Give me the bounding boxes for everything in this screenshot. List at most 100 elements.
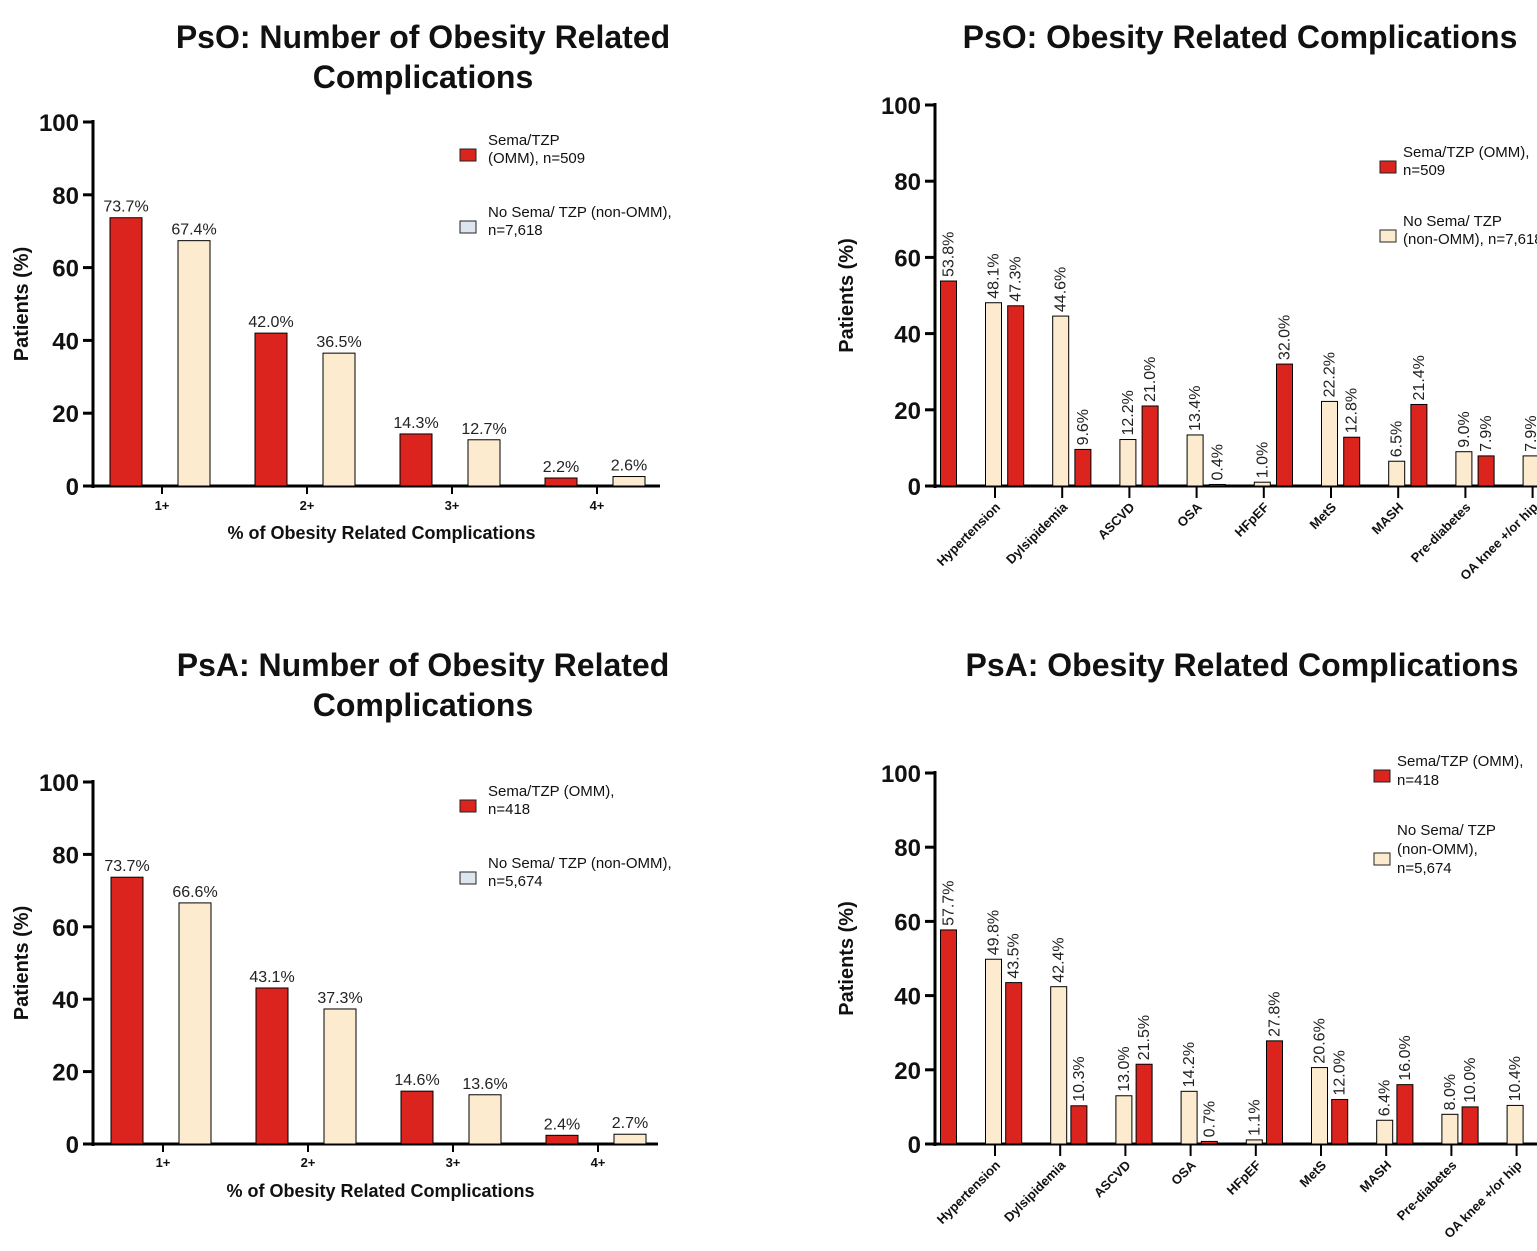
bar-omm xyxy=(1141,405,1159,487)
bar-non-omm xyxy=(1376,1119,1394,1145)
data-label: 53.8% xyxy=(941,232,958,277)
bar-omm xyxy=(1208,483,1226,487)
data-label: 14.3% xyxy=(393,415,438,432)
data-label: 8.0% xyxy=(1442,1074,1459,1110)
data-label: 12.2% xyxy=(1120,390,1137,435)
y-tick-label: 40 xyxy=(52,328,79,355)
data-label: 1.0% xyxy=(1254,442,1271,478)
bar-omm xyxy=(1135,1063,1153,1145)
data-label: 10.0% xyxy=(1462,1058,1479,1103)
bar-omm xyxy=(1331,1098,1349,1145)
y-tick-label: 40 xyxy=(894,322,921,349)
bar-omm xyxy=(940,929,957,1145)
legend-swatch-omm xyxy=(1373,769,1391,783)
legend-swatch-omm xyxy=(459,799,477,813)
legend-label-non-omm: No Sema/ TZP (non-OMM), xyxy=(488,855,672,872)
data-label: 0.7% xyxy=(1201,1101,1218,1137)
data-label: 12.7% xyxy=(461,421,506,438)
data-label: 20.6% xyxy=(1312,1018,1329,1063)
chart-title: PsA: Number of Obesity Related xyxy=(177,647,670,683)
y-tick-label: 100 xyxy=(881,93,921,120)
bar-non-omm xyxy=(1115,1095,1133,1145)
chart-title: PsA: Obesity Related Complications xyxy=(965,647,1518,683)
data-label: 73.7% xyxy=(103,199,148,216)
legend-label-non-omm: n=5,674 xyxy=(1397,860,1452,877)
x-tick-label: MASH xyxy=(1369,500,1407,538)
data-label: 12.8% xyxy=(1344,388,1361,433)
data-label: 14.6% xyxy=(394,1072,439,1089)
bar-omm xyxy=(400,1090,434,1145)
x-tick-label: HFpEF xyxy=(1224,1157,1264,1197)
x-tick-label: Hypertension xyxy=(934,1157,1003,1226)
y-tick-label: 20 xyxy=(52,1060,79,1087)
bar-omm xyxy=(109,217,143,487)
bar-omm xyxy=(1396,1084,1414,1145)
bar-omm xyxy=(1200,1140,1218,1145)
legend-label-non-omm: No Sema/ TZP xyxy=(1397,822,1496,839)
legend-label-omm: Sema/TZP (OMM), xyxy=(488,783,614,800)
legend-label-omm: (OMM), n=509 xyxy=(488,150,585,167)
data-label: 47.3% xyxy=(1008,256,1025,301)
data-label: 10.4% xyxy=(1507,1056,1524,1101)
data-label: 32.0% xyxy=(1277,315,1294,360)
data-label: 10.3% xyxy=(1071,1056,1088,1101)
y-tick-label: 20 xyxy=(894,398,921,425)
bar-non-omm xyxy=(178,902,212,1145)
bar-omm xyxy=(1343,436,1361,487)
bar-non-omm xyxy=(612,476,646,487)
bar-non-omm xyxy=(177,240,211,487)
bar-non-omm xyxy=(985,958,1002,1145)
data-label: 36.5% xyxy=(316,334,361,351)
y-tick-label: 40 xyxy=(52,987,79,1014)
bar-omm xyxy=(1266,1040,1283,1145)
x-tick-label: MASH xyxy=(1357,1158,1395,1196)
y-tick-label: 100 xyxy=(39,110,79,137)
bar-omm xyxy=(110,876,144,1145)
chart-title: Complications xyxy=(313,59,533,95)
y-tick-label: 80 xyxy=(52,842,79,869)
chart-psa-count-svg: PsA: Number of Obesity Related Complicati… xyxy=(11,647,672,1201)
data-label: 44.6% xyxy=(1053,267,1070,312)
bar-omm xyxy=(1007,305,1025,487)
x-tick-label: 2+ xyxy=(300,498,315,513)
y-tick-label: 40 xyxy=(894,984,921,1011)
data-label: 16.0% xyxy=(1397,1035,1414,1080)
bar-non-omm xyxy=(1522,455,1537,487)
data-label: 2.2% xyxy=(543,459,579,476)
legend-swatch-omm xyxy=(1379,160,1397,174)
data-label: 6.5% xyxy=(1389,421,1406,457)
data-label: 13.0% xyxy=(1116,1046,1133,1091)
x-tick-label: Dylsipidemia xyxy=(1001,1157,1069,1225)
y-tick-label: 80 xyxy=(894,835,921,862)
data-label: 21.5% xyxy=(1136,1015,1153,1060)
data-label: 2.4% xyxy=(544,1116,580,1133)
legend-swatch-non-omm xyxy=(459,220,477,234)
bar-non-omm xyxy=(1119,439,1137,487)
y-axis-label: Patients (%) xyxy=(836,901,858,1015)
legend-swatch-omm xyxy=(459,148,477,162)
legend-label-non-omm: n=7,618 xyxy=(488,222,543,239)
x-tick-label: 3+ xyxy=(445,498,460,513)
x-tick-label: 1+ xyxy=(155,498,170,513)
chart-pso-complications-svg: PsO: Obesity Related Complications Patien… xyxy=(836,19,1537,583)
y-tick-label: 0 xyxy=(908,1132,921,1159)
bar-non-omm xyxy=(985,302,1002,487)
data-label: 21.4% xyxy=(1411,355,1428,400)
bar-non-omm xyxy=(613,1133,647,1145)
legend-label-non-omm: No Sema/ TZP xyxy=(1403,213,1502,230)
bar-omm xyxy=(1070,1105,1088,1145)
y-axis-label: Patients (%) xyxy=(11,247,33,361)
chart-psa-complications-svg: PsA: Obesity Related Complications Patien… xyxy=(836,647,1537,1241)
chart-pso-count: PsO: Number of Obesity Related Complicati… xyxy=(0,0,760,620)
bar-non-omm xyxy=(322,352,356,487)
x-tick-label: ASCVD xyxy=(1091,1158,1134,1201)
x-tick-label: 4+ xyxy=(591,1155,606,1170)
bar-non-omm xyxy=(1321,400,1338,487)
chart-title: PsO: Obesity Related Complications xyxy=(963,19,1518,55)
bar-omm xyxy=(1461,1106,1479,1145)
x-tick-label: Pre-diabetes xyxy=(1394,1158,1460,1224)
data-label: 49.8% xyxy=(986,910,1003,955)
bar-non-omm xyxy=(467,439,501,487)
legend-label-non-omm: (non-OMM), xyxy=(1397,841,1478,858)
bar-non-omm xyxy=(1441,1113,1459,1145)
